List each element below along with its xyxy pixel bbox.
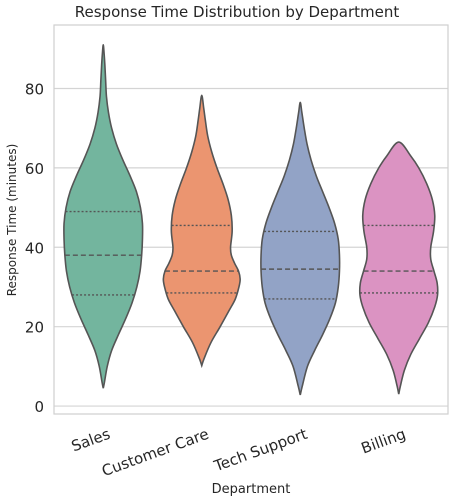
violin-body xyxy=(162,94,241,369)
violin-tech-support xyxy=(260,101,341,396)
x-axis-label: Department xyxy=(212,482,291,497)
y-tick-label-60: 60 xyxy=(25,160,44,178)
x-tick-label-3: Tech Support xyxy=(211,425,310,476)
violin-body xyxy=(63,44,144,389)
violin-customer-care xyxy=(162,94,241,369)
violin-sales xyxy=(63,44,144,389)
y-axis-label: Response Time (minutes) xyxy=(5,144,19,297)
violin-body xyxy=(358,141,439,395)
y-tick-labels: 0 20 40 60 80 xyxy=(25,81,44,417)
plot-frame xyxy=(53,24,449,415)
violin-billing xyxy=(358,141,439,395)
chart-title: Response Time Distribution by Department xyxy=(75,3,400,21)
x-tick-label-4: Billing xyxy=(359,425,408,458)
y-tick-label-80: 80 xyxy=(25,81,44,99)
violins xyxy=(63,44,439,396)
y-tick-label-20: 20 xyxy=(25,319,44,337)
x-tick-label-1: Sales xyxy=(69,425,113,456)
x-tick-label-2: Customer Care xyxy=(99,425,211,480)
y-tick-label-0: 0 xyxy=(34,398,44,416)
y-tick-label-40: 40 xyxy=(25,239,44,257)
violin-body xyxy=(260,101,341,396)
